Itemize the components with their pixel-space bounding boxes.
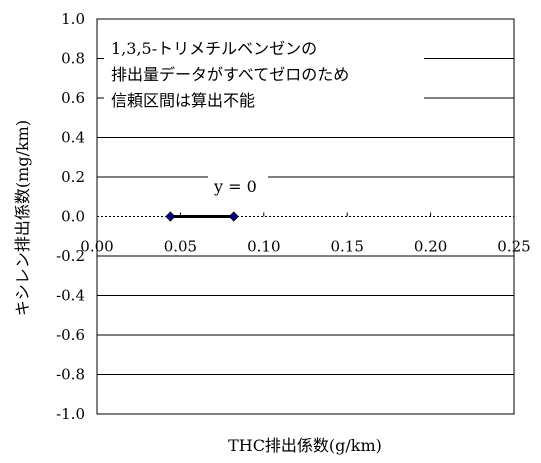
x-tick-label: 0.15: [330, 238, 363, 256]
y-tick-label: -0.2: [56, 247, 85, 265]
trend-equation-label: y = 0: [213, 177, 257, 196]
annotation-line-2: 排出量データがすべてゼロのため: [111, 65, 349, 84]
y-tick-label: 0.0: [61, 208, 85, 226]
y-tick-label: 0.6: [61, 89, 85, 107]
data-point: [228, 211, 239, 222]
y-tick-label: -1.0: [56, 405, 85, 423]
annotation-background: [104, 36, 424, 120]
x-tick-labels: 0.00 0.05 0.10 0.15 0.20 0.25: [80, 238, 530, 256]
annotation-line-3: 信頼区間は算出不能: [111, 91, 255, 110]
y-tick-label: -0.8: [56, 366, 85, 384]
y-axis-title: キシレン排出係数(mg/km): [13, 120, 32, 316]
y-tick-label: 0.8: [61, 50, 85, 68]
y-tick-label: -0.4: [56, 287, 85, 305]
x-tick-label: 0.00: [80, 238, 113, 256]
annotation-line-1: 1,3,5-トリメチルベンゼンの: [111, 39, 317, 58]
data-point: [165, 211, 176, 222]
plot-frame: [96, 18, 515, 415]
x-axis-title: THC排出係数(g/km): [228, 436, 382, 455]
y-tick-label: 0.4: [61, 129, 85, 147]
y-tick-label: 1.0: [61, 10, 85, 28]
data-points: [165, 211, 239, 222]
x-tick-label: 0.10: [247, 238, 280, 256]
x-tick-label: 0.05: [164, 238, 197, 256]
x-tick-label: 0.25: [497, 238, 530, 256]
y-tick-label: 0.2: [61, 168, 85, 186]
equation-background: [208, 174, 268, 198]
x-tick-label: 0.20: [414, 238, 447, 256]
y-tick-label: -0.6: [56, 326, 85, 344]
y-tick-labels: 1.0 0.8 0.6 0.4 0.2 0.0 -0.2 -0.4 -0.6 -0.8 -1.0: [56, 10, 85, 423]
